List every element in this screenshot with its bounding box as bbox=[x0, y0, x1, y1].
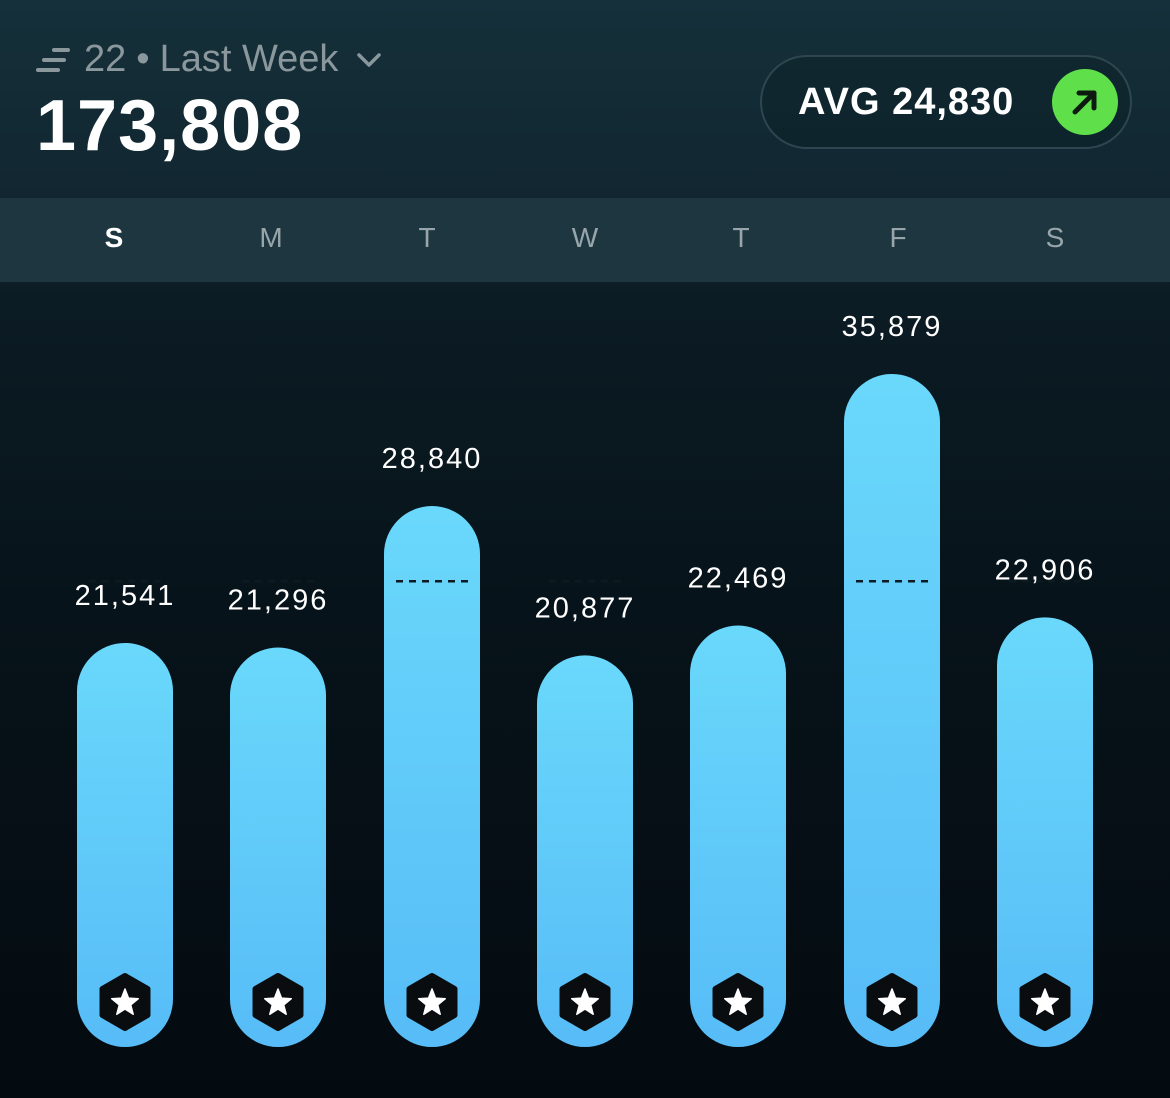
bar-0[interactable] bbox=[77, 642, 173, 1047]
weekday-bar: S M T W T F S bbox=[0, 198, 1170, 282]
day-tab[interactable]: F bbox=[889, 222, 907, 253]
bar-3[interactable] bbox=[537, 655, 633, 1047]
value-label: 35,879 bbox=[842, 311, 943, 343]
day-tab[interactable]: W bbox=[571, 222, 599, 253]
day-tab[interactable]: M bbox=[259, 222, 283, 253]
arrow-up-right-icon bbox=[1052, 69, 1118, 135]
bar-1[interactable] bbox=[230, 647, 326, 1047]
star-hexagon-icon bbox=[866, 973, 918, 1031]
period-label: Last Week bbox=[159, 38, 339, 80]
chevron-down-icon[interactable] bbox=[356, 51, 382, 69]
period-separator: • bbox=[136, 38, 150, 80]
bar-2[interactable] bbox=[384, 506, 480, 1047]
bar-6[interactable] bbox=[997, 617, 1093, 1047]
star-hexagon-icon bbox=[712, 973, 764, 1031]
bar-5[interactable] bbox=[844, 374, 940, 1047]
average-label: AVG 24,830 bbox=[798, 80, 1015, 123]
bar-4[interactable] bbox=[690, 625, 786, 1047]
day-tab[interactable]: T bbox=[418, 222, 436, 253]
value-label: 28,840 bbox=[382, 443, 483, 475]
period-count: 22 bbox=[84, 38, 127, 80]
day-tab[interactable]: S bbox=[1045, 222, 1065, 253]
daily-steps-chart: 21,541 21,296 28,840 20,877 22,469 35,879 22,9… bbox=[75, 311, 1096, 1047]
lines-icon bbox=[36, 47, 70, 72]
day-tab[interactable]: S bbox=[104, 222, 124, 253]
star-hexagon-icon bbox=[1019, 973, 1071, 1031]
star-hexagon-icon bbox=[99, 973, 151, 1031]
value-label: 21,541 bbox=[75, 580, 176, 612]
value-label: 22,469 bbox=[688, 563, 789, 595]
total-steps: 173,808 bbox=[36, 86, 304, 166]
star-hexagon-icon bbox=[559, 973, 611, 1031]
value-label: 21,296 bbox=[228, 585, 329, 617]
value-label: 22,906 bbox=[995, 554, 1096, 586]
day-tab[interactable]: T bbox=[732, 222, 750, 253]
star-hexagon-icon bbox=[252, 973, 304, 1031]
summary-header: 22 • Last Week 173,808 AVG 24,830 bbox=[0, 0, 1170, 198]
value-label: 20,877 bbox=[535, 592, 636, 624]
average-pill[interactable]: AVG 24,830 bbox=[760, 55, 1132, 149]
period-selector[interactable]: 22 • Last Week bbox=[36, 38, 382, 81]
star-hexagon-icon bbox=[406, 973, 458, 1031]
